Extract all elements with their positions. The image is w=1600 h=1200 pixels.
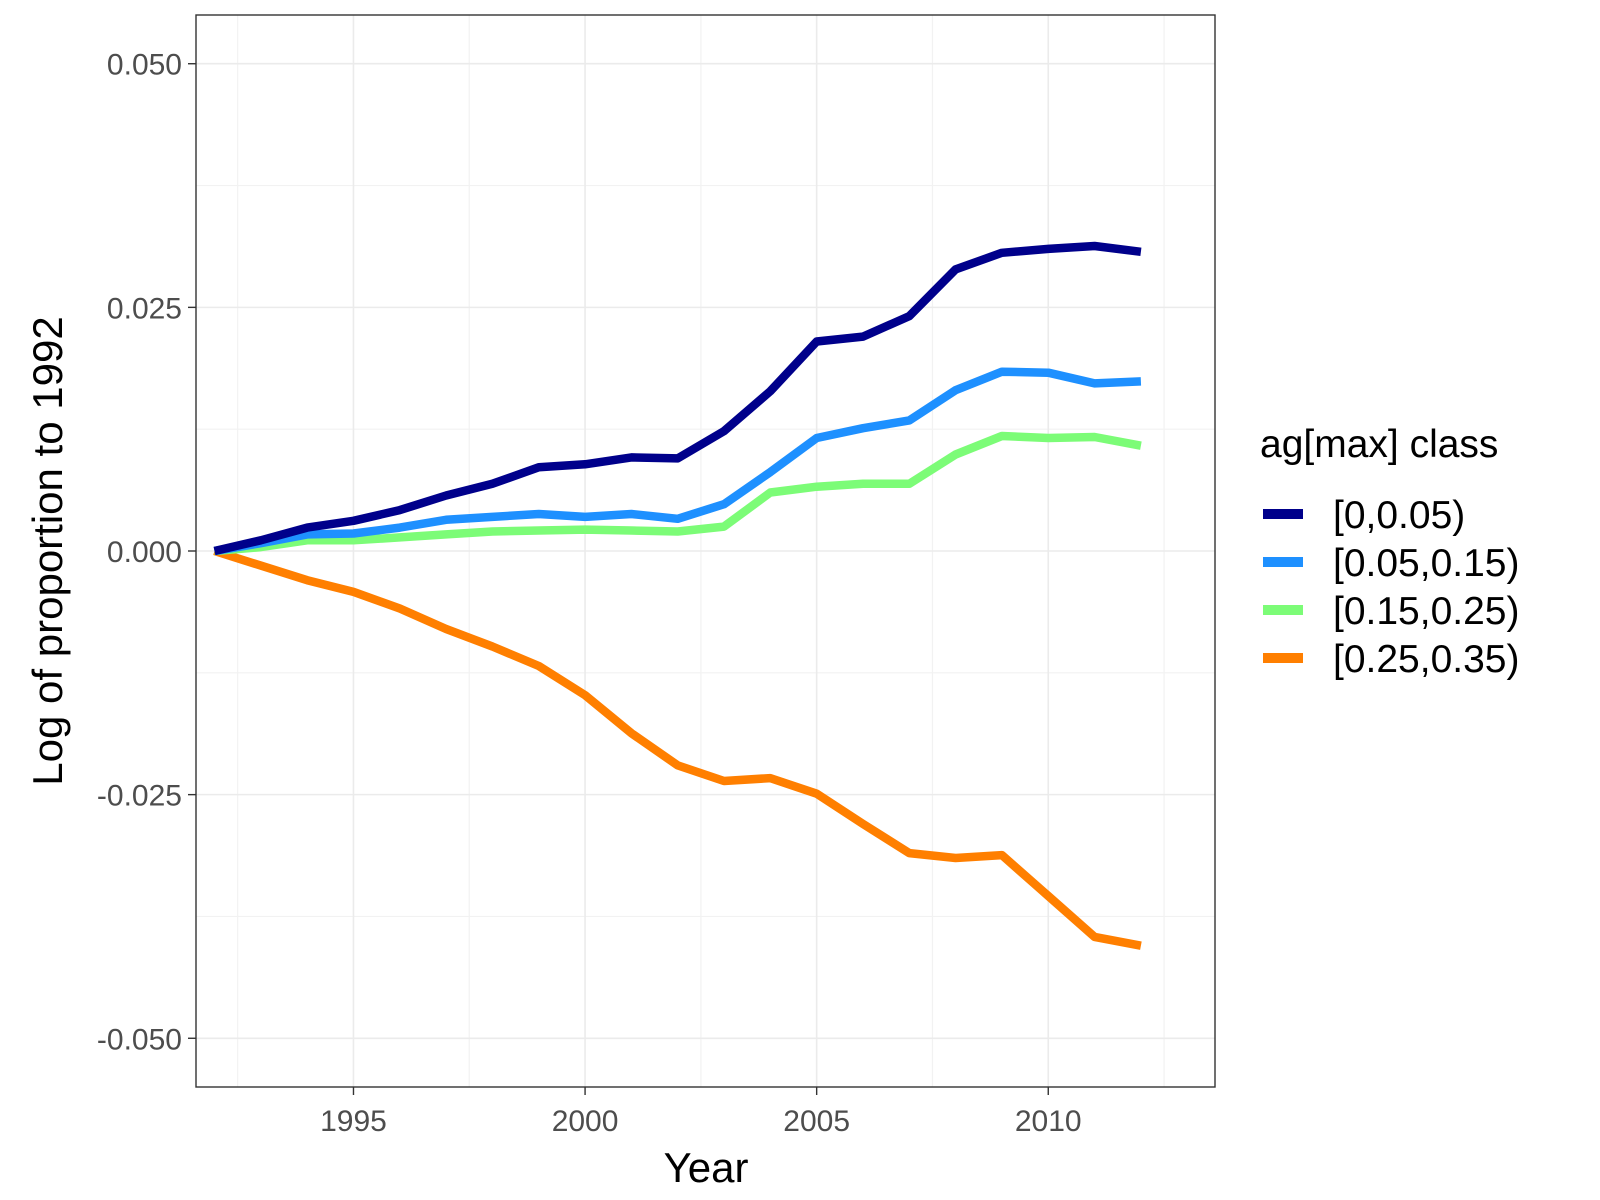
series-line-4	[213, 546, 1142, 950]
series-line-2	[213, 367, 1142, 556]
series-lines	[213, 241, 1142, 950]
x-axis-title: Year	[664, 1144, 749, 1191]
x-tick-label: 2010	[1015, 1105, 1082, 1138]
legend: ag[max] class [0,0.05) [0.05,0.15) [0.15,0…	[1260, 423, 1519, 681]
y-tick-label: 0.050	[107, 49, 182, 82]
legend-label: [0,0.05)	[1333, 494, 1465, 537]
y-axis-title: Log of proportion to 1992	[24, 316, 71, 785]
y-tick-label: -0.050	[97, 1023, 182, 1056]
x-axis: 1995 2000 2005 2010	[320, 1087, 1082, 1138]
x-tick-label: 1995	[320, 1105, 387, 1138]
y-tick-label: 0.025	[107, 292, 182, 325]
legend-label: [0.15,0.25)	[1333, 590, 1519, 633]
x-tick-label: 2000	[552, 1105, 619, 1138]
y-axis: -0.050 -0.025 0.000 0.025 0.050	[97, 49, 196, 1056]
x-tick-label: 2005	[783, 1105, 850, 1138]
y-tick-label: -0.025	[97, 780, 182, 813]
legend-title: ag[max] class	[1260, 423, 1498, 466]
series-line-3	[214, 431, 1142, 556]
y-tick-label: 0.000	[107, 536, 182, 569]
series-line-1	[213, 241, 1142, 556]
legend-label: [0.05,0.15)	[1333, 542, 1519, 585]
legend-label: [0.25,0.35)	[1333, 638, 1519, 681]
major-grid	[196, 15, 1215, 1087]
